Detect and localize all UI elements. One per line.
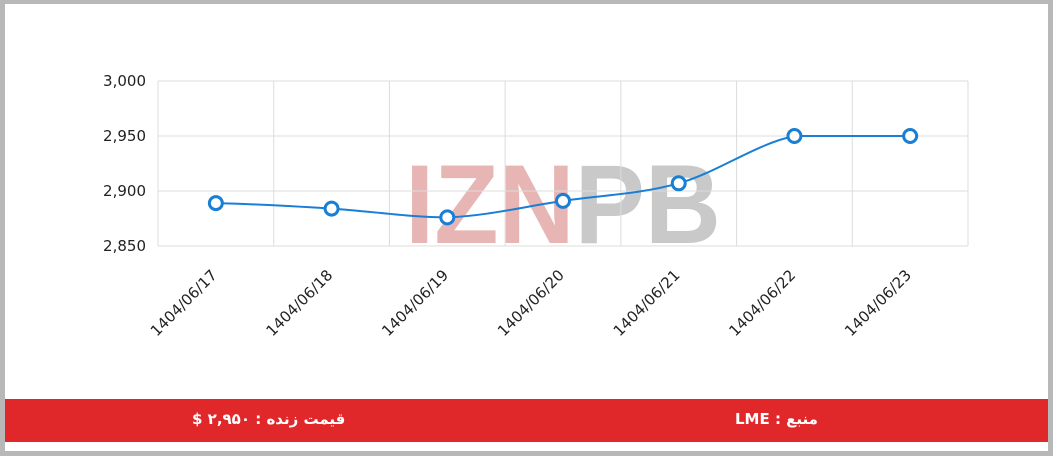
x-tick-label: 1404/06/22	[725, 266, 799, 340]
x-axis: 1404/06/17 1404/06/18 1404/06/19 1404/06/20…	[147, 266, 915, 340]
bottom-strip	[5, 442, 1048, 451]
x-tick-label: 1404/06/19	[378, 266, 452, 340]
y-tick-label: 3,000	[103, 72, 146, 90]
y-tick-label: 2,900	[103, 182, 146, 200]
info-bar: قیمت زنده : ۲,۹۵۰ $ منبع : LME	[5, 399, 1048, 442]
x-tick-label: 1404/06/18	[263, 266, 337, 340]
data-point	[323, 200, 340, 217]
data-point	[207, 195, 224, 212]
x-tick-label: 1404/06/21	[610, 266, 684, 340]
data-point	[670, 175, 687, 192]
data-point	[555, 192, 571, 209]
data-point	[439, 209, 456, 226]
live-price-label: قیمت زنده : ۲,۹۵۰ $	[192, 410, 346, 428]
y-axis: 2,850 2,900 2,950 3,000	[103, 72, 146, 255]
y-tick-label: 2,850	[103, 237, 146, 255]
grid	[157, 80, 969, 247]
data-point	[902, 128, 919, 144]
data-point	[786, 128, 803, 144]
y-tick-label: 2,950	[103, 127, 146, 145]
watermark-text-gray: PB	[575, 142, 721, 267]
series-points	[207, 128, 919, 226]
x-tick-label: 1404/06/20	[494, 266, 568, 340]
source-label: منبع : LME	[735, 410, 818, 428]
x-tick-label: 1404/06/17	[147, 266, 221, 340]
chart-frame	[5, 4, 1048, 451]
watermark-text-red: IZN	[405, 142, 575, 267]
x-tick-label: 1404/06/23	[841, 266, 915, 340]
